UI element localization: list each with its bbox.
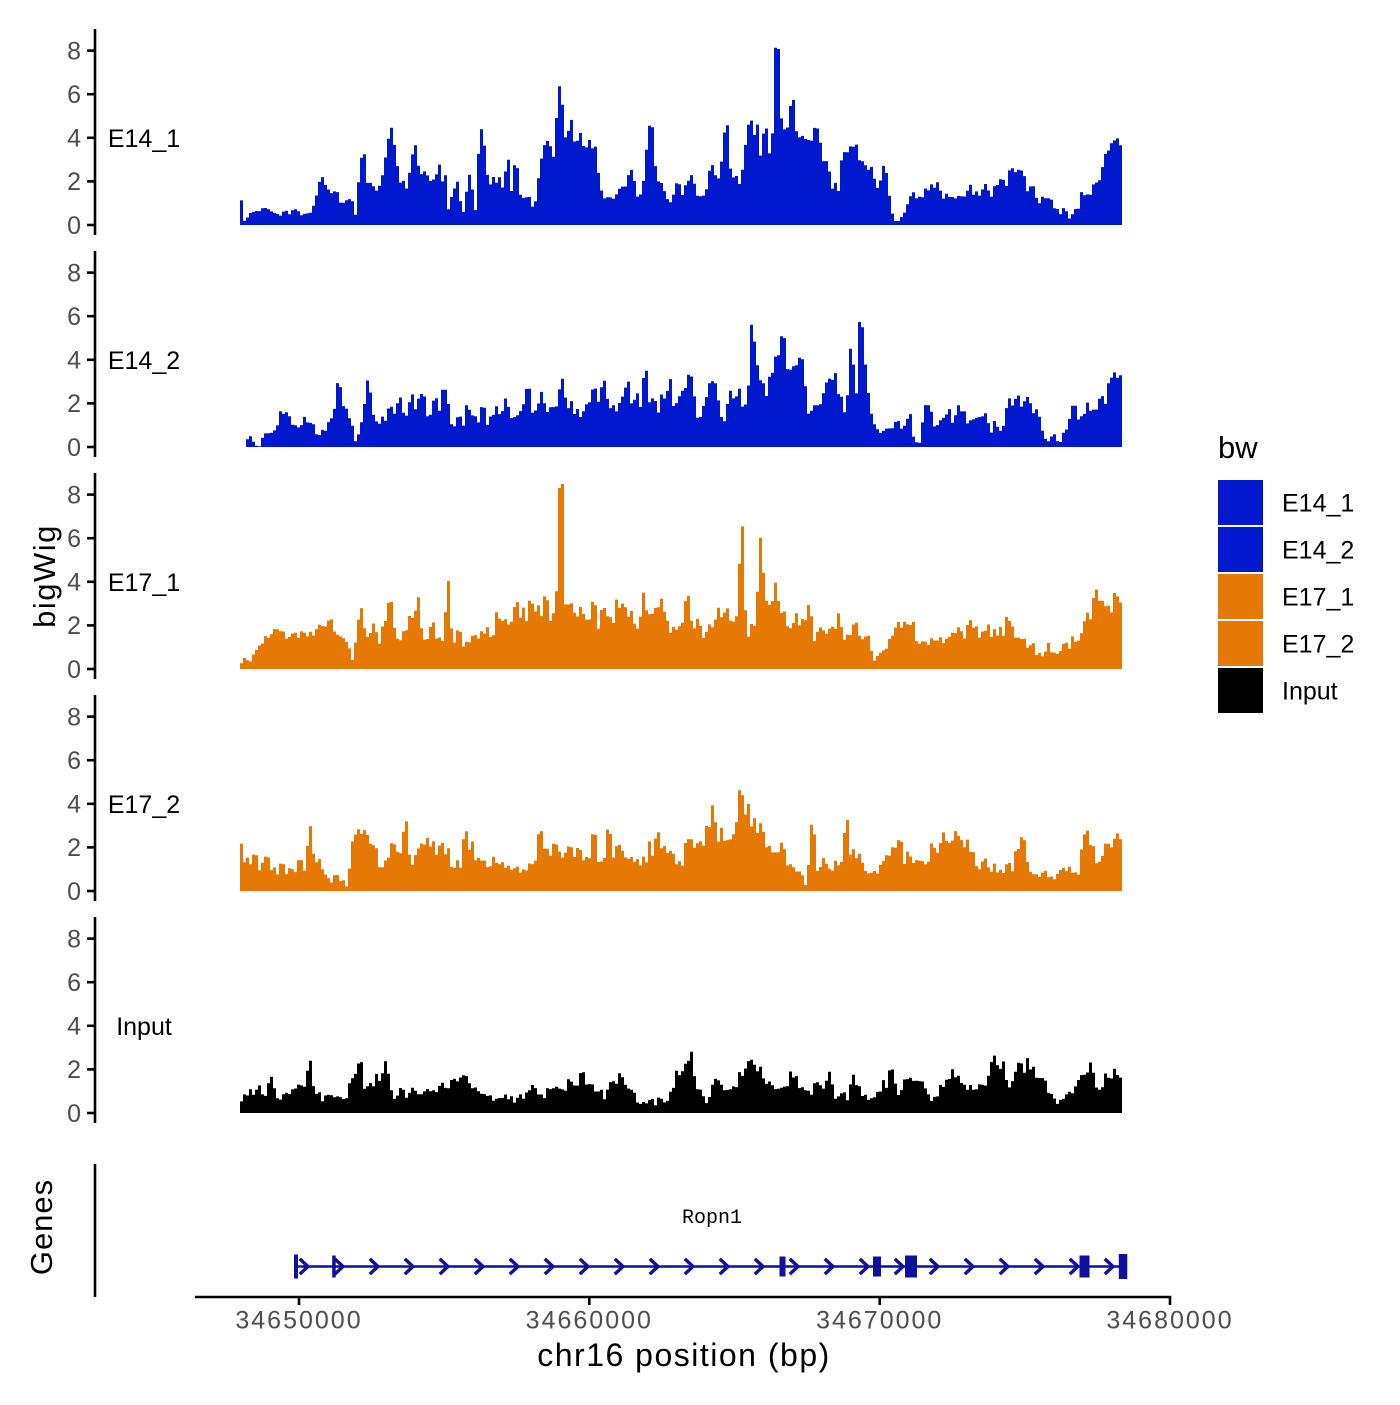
svg-text:E14_1: E14_1	[1282, 490, 1354, 518]
svg-text:4: 4	[67, 1013, 81, 1041]
svg-text:6: 6	[67, 303, 81, 331]
svg-text:0: 0	[67, 1100, 81, 1128]
svg-text:8: 8	[67, 703, 81, 731]
svg-text:2: 2	[67, 1056, 81, 1084]
svg-text:bw: bw	[1218, 430, 1258, 465]
svg-text:2: 2	[67, 834, 81, 862]
svg-text:8: 8	[67, 481, 81, 509]
svg-text:E14_2: E14_2	[108, 347, 180, 375]
svg-text:34670000: 34670000	[816, 1306, 943, 1334]
svg-text:6: 6	[67, 525, 81, 553]
svg-text:4: 4	[67, 347, 81, 375]
svg-text:E17_2: E17_2	[108, 791, 180, 819]
svg-text:bigWig: bigWig	[27, 524, 62, 628]
svg-text:34650000: 34650000	[235, 1306, 362, 1334]
svg-text:E17_2: E17_2	[1282, 631, 1354, 659]
svg-text:4: 4	[67, 125, 81, 153]
svg-text:8: 8	[67, 37, 81, 65]
svg-text:Input: Input	[116, 1013, 172, 1041]
svg-text:6: 6	[67, 969, 81, 997]
svg-text:4: 4	[67, 569, 81, 597]
svg-text:6: 6	[67, 747, 81, 775]
svg-text:Ropn1: Ropn1	[682, 1207, 742, 1230]
svg-text:0: 0	[67, 656, 81, 684]
svg-text:0: 0	[67, 212, 81, 240]
svg-text:E14_2: E14_2	[1282, 537, 1354, 565]
svg-text:34680000: 34680000	[1106, 1306, 1233, 1334]
svg-text:6: 6	[67, 81, 81, 109]
svg-text:2: 2	[67, 390, 81, 418]
svg-text:Input: Input	[1282, 678, 1338, 706]
svg-text:chr16 position (bp): chr16 position (bp)	[537, 1337, 831, 1373]
svg-text:4: 4	[67, 791, 81, 819]
svg-text:34660000: 34660000	[526, 1306, 653, 1334]
svg-text:E17_1: E17_1	[1282, 584, 1354, 612]
svg-text:8: 8	[67, 259, 81, 287]
svg-text:E14_1: E14_1	[108, 125, 180, 153]
svg-text:0: 0	[67, 434, 81, 462]
svg-text:0: 0	[67, 878, 81, 906]
svg-text:2: 2	[67, 168, 81, 196]
svg-text:2: 2	[67, 612, 81, 640]
svg-text:E17_1: E17_1	[108, 569, 180, 597]
svg-text:Genes: Genes	[24, 1179, 59, 1275]
svg-text:8: 8	[67, 925, 81, 953]
